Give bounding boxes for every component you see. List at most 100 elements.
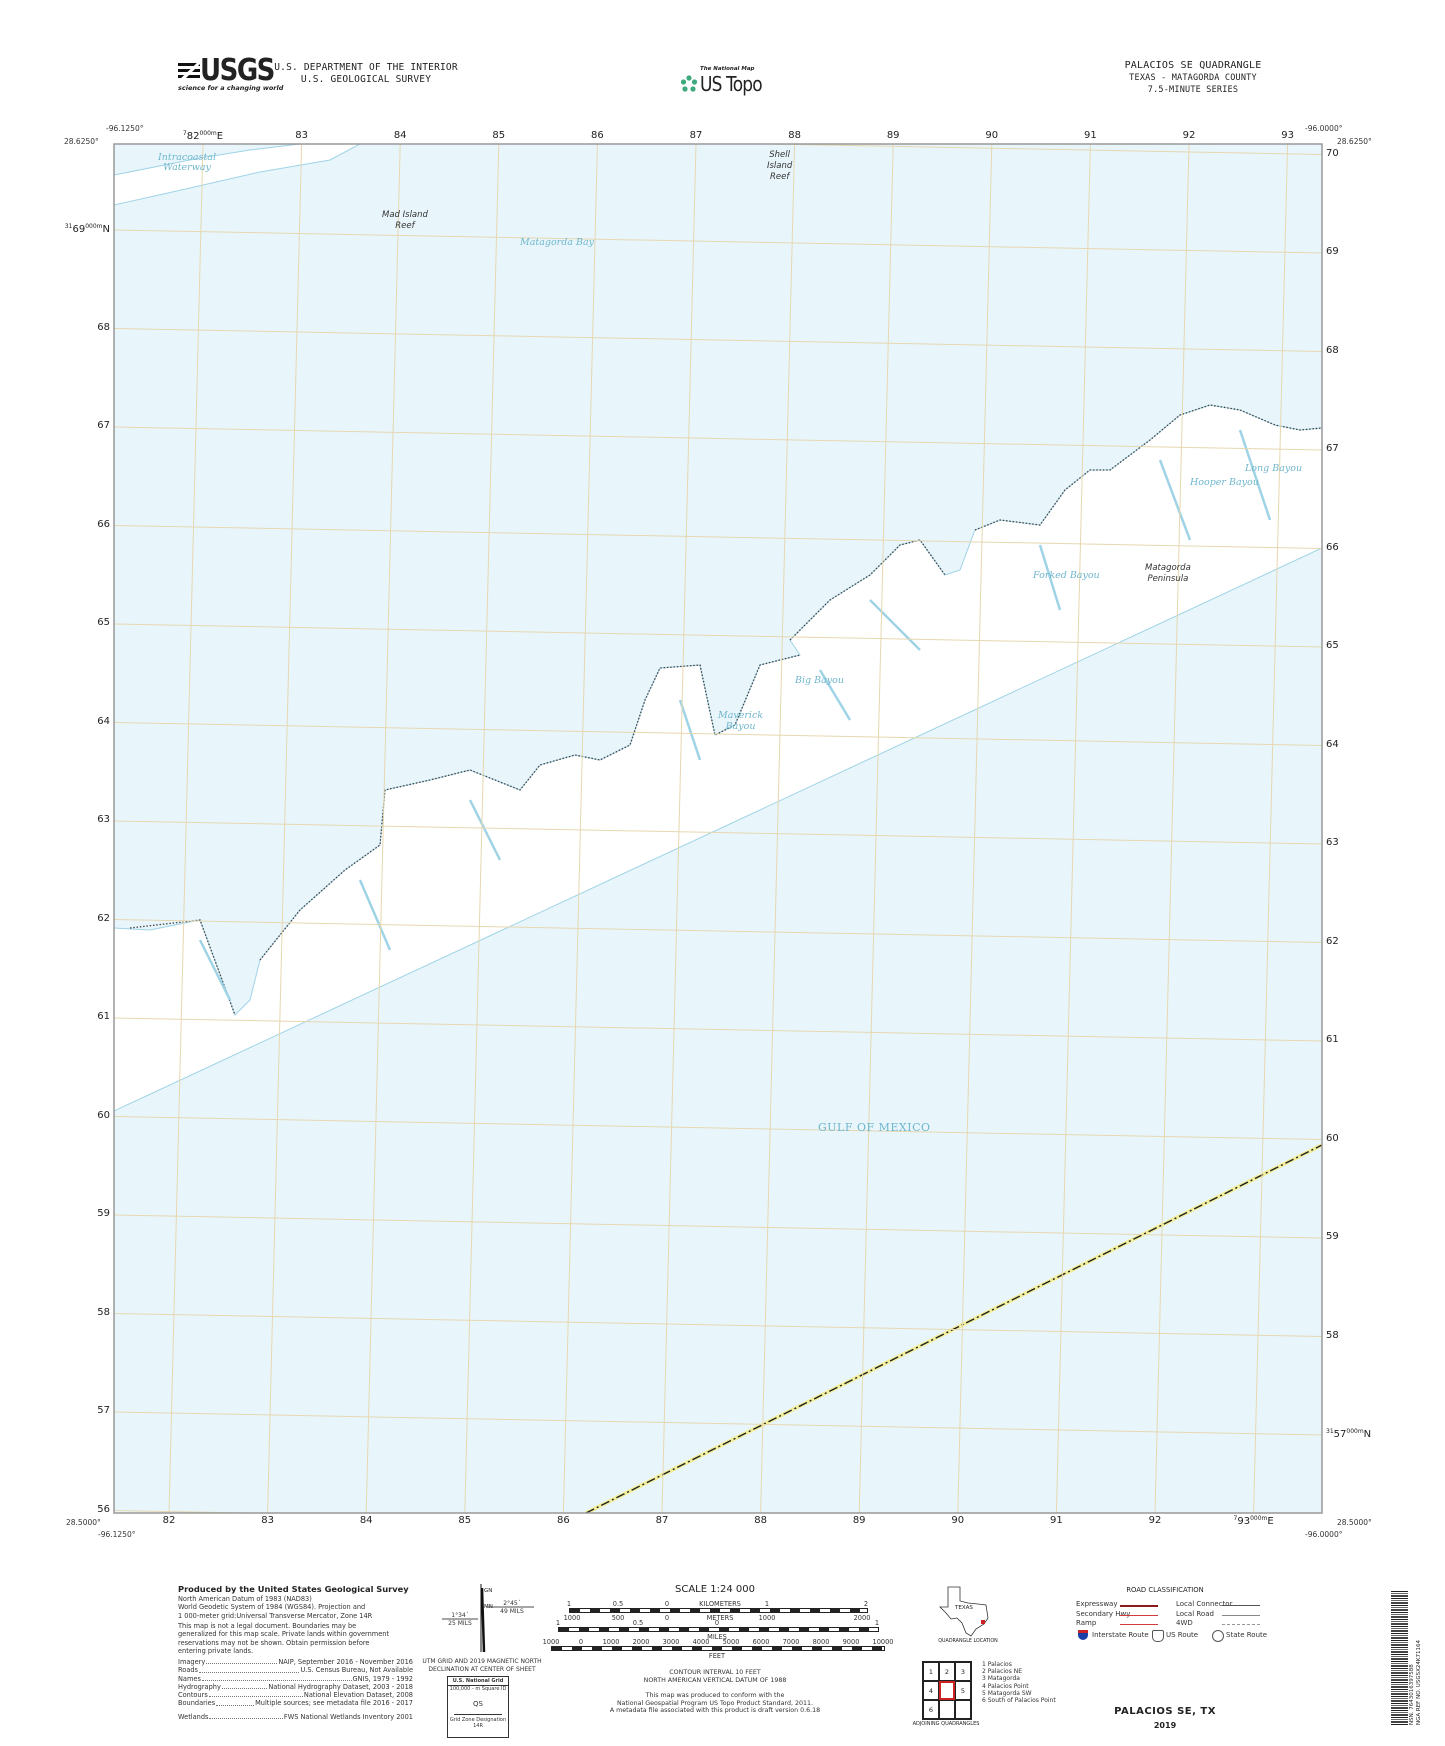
northing-label-left: 57 bbox=[97, 1405, 110, 1416]
adjoining-cell-4: 4 bbox=[923, 1681, 939, 1700]
vertical-datum: NORTH AMERICAN VERTICAL DATUM OF 1988 bbox=[643, 1676, 787, 1684]
road-type-label: Local Road bbox=[1176, 1610, 1214, 1618]
quadrangle-location-caption: QUADRANGLE LOCATION bbox=[938, 1639, 998, 1644]
easting-label-bottom: 86 bbox=[557, 1515, 570, 1526]
road-symbol bbox=[1120, 1615, 1158, 1616]
credit-row: Roads U.S. Census Bureau, Not Available bbox=[178, 1666, 413, 1674]
mile-tick: 0 bbox=[714, 1619, 720, 1627]
label-forked-bayou: Forked Bayou bbox=[1033, 570, 1100, 581]
kilometer-bar bbox=[569, 1608, 868, 1613]
easting-label-bottom: 92 bbox=[1148, 1515, 1162, 1526]
leader-dots bbox=[201, 1675, 352, 1681]
easting-line bbox=[957, 144, 993, 1513]
state-route-shield-icon bbox=[1212, 1630, 1224, 1642]
adjoining-name: 3 Matagorda bbox=[982, 1675, 1020, 1683]
easting-label-top: 86 bbox=[591, 130, 604, 141]
usgs-wordmark: USGS bbox=[200, 53, 275, 89]
leader-dots bbox=[216, 1699, 255, 1706]
declination-caption: UTM GRID AND 2019 MAGNETIC NORTH DECLINA… bbox=[422, 1658, 541, 1673]
meter-tick: 1000 bbox=[563, 1614, 581, 1622]
feet-tick: 4000 bbox=[692, 1638, 710, 1646]
usng-gzd: 14R bbox=[473, 1723, 483, 1729]
credit-label: Boundaries bbox=[178, 1699, 216, 1708]
label-line: Reef bbox=[395, 221, 415, 231]
northing-line bbox=[114, 1510, 272, 1513]
usng-title: U.S. National Grid bbox=[448, 1677, 508, 1686]
credit-row: Names GNIS, 1979 - 1992 bbox=[178, 1675, 413, 1683]
feet-tick: 7000 bbox=[782, 1638, 800, 1646]
texas-label: TEXAS bbox=[955, 1605, 973, 1611]
feet-tick: 1000 bbox=[602, 1638, 620, 1646]
label-gulf-of-mexico: GULF OF MEXICO bbox=[818, 1121, 931, 1134]
northing-line bbox=[114, 1214, 1322, 1239]
credit-row: Boundaries Multiple sources; see metadata… bbox=[178, 1699, 413, 1707]
easting-label-top: 90 bbox=[985, 130, 999, 141]
bayou-channels bbox=[198, 429, 1272, 1001]
leader-dots bbox=[221, 1683, 268, 1690]
mile-bar bbox=[558, 1627, 879, 1632]
northing-label-right: 65 bbox=[1326, 640, 1339, 651]
northing-label-right: 62 bbox=[1326, 935, 1339, 947]
credit-value: NAIP, September 2016 - November 2016 bbox=[278, 1658, 413, 1666]
usng-box: U.S. National Grid 100,000 - m Square ID… bbox=[447, 1676, 509, 1738]
km-tick: 0 bbox=[664, 1600, 670, 1608]
easting-label-top: 84 bbox=[393, 130, 407, 141]
meter-unit: METERS bbox=[706, 1614, 734, 1622]
adjoining-cell-6: 6 bbox=[923, 1700, 939, 1719]
sheet-year: 2019 bbox=[1153, 1721, 1177, 1730]
adjoining-name: 5 Matagorda SW bbox=[982, 1689, 1032, 1697]
adjoining-cell-2: 2 bbox=[939, 1662, 955, 1681]
easting-line bbox=[365, 144, 401, 1513]
barcode-text: NSN. 7643016397588 NGA REF NO. USGSX24K7… bbox=[1409, 1640, 1422, 1725]
easting-label-top: 92 bbox=[1182, 130, 1196, 141]
adjoining-cell-5: 5 bbox=[955, 1681, 971, 1700]
quad-series: 7.5-MINUTE SERIES bbox=[1147, 85, 1239, 95]
easting-label-bottom: 84 bbox=[359, 1515, 373, 1526]
left-declination-mils: 25 MILS bbox=[448, 1620, 472, 1627]
interstate-shield-icon bbox=[1078, 1630, 1088, 1640]
northing-label-right: 61 bbox=[1326, 1034, 1339, 1045]
magnetic-north-label: MN bbox=[484, 1604, 493, 1610]
easting-label-top: 85 bbox=[492, 130, 506, 141]
northing-line bbox=[114, 722, 1322, 746]
adjoining-name: 4 Palacios Point bbox=[982, 1682, 1029, 1690]
credit-value: FWS National Wetlands Inventory 2001 bbox=[283, 1712, 413, 1721]
north-shore-land bbox=[114, 144, 361, 206]
easting-label-bottom: 83 bbox=[261, 1515, 274, 1526]
northing-label-left: 62 bbox=[97, 912, 110, 924]
credit-label: Names bbox=[178, 1674, 201, 1683]
northing-label-right: 68 bbox=[1326, 344, 1339, 356]
corner-top-left-lon: -96.1250° bbox=[106, 124, 144, 133]
us-topo-logo: The National Map US Topo bbox=[680, 66, 773, 96]
label-line: Maverick bbox=[718, 710, 764, 721]
northing-label-left: 56 bbox=[97, 1503, 110, 1515]
usgs-logo: USGS science for a changing world bbox=[178, 53, 284, 92]
easting-label-top: 93 bbox=[1281, 130, 1294, 141]
standard-notes: This map was produced to conform with th… bbox=[610, 1692, 820, 1715]
label-matagorda-peninsula: Matagorda Peninsula bbox=[1145, 563, 1191, 585]
feet-tick: 8000 bbox=[812, 1638, 830, 1646]
contour-interval: CONTOUR INTERVAL 10 FEET bbox=[669, 1669, 761, 1676]
easting-line bbox=[168, 144, 204, 1513]
adjoining-caption: ADJOINING QUADRANGLES bbox=[912, 1721, 980, 1727]
mile-tick: 1 bbox=[555, 1619, 561, 1627]
grid-north-label: GN bbox=[484, 1588, 493, 1594]
meter-tick: 0 bbox=[664, 1614, 670, 1622]
northing-line bbox=[114, 426, 1322, 451]
easting-label-top: 782000mE bbox=[182, 130, 224, 142]
quad-state-county: TEXAS - MATAGORDA COUNTY bbox=[1129, 73, 1257, 83]
feet-tick: 0 bbox=[578, 1638, 584, 1646]
northing-label-left: 68 bbox=[97, 321, 110, 333]
mile-unit: MILES bbox=[707, 1633, 727, 1641]
usgs-tagline: science for a changing world bbox=[178, 84, 284, 92]
credit-label: Contours bbox=[178, 1691, 208, 1700]
easting-label-top: 91 bbox=[1084, 130, 1097, 141]
northing-label-left: 58 bbox=[97, 1306, 110, 1318]
credit-value: National Hydrography Dataset, 2003 - 201… bbox=[268, 1682, 413, 1691]
road-classification-title: ROAD CLASSIFICATION bbox=[1126, 1586, 1204, 1594]
mile-tick: 1 bbox=[874, 1619, 880, 1627]
label-mad-island-reef: Mad Island Reef bbox=[382, 210, 428, 232]
caption-line: UTM GRID AND 2019 MAGNETIC NORTH bbox=[422, 1658, 542, 1665]
northing-label-left: 63 bbox=[97, 814, 110, 825]
